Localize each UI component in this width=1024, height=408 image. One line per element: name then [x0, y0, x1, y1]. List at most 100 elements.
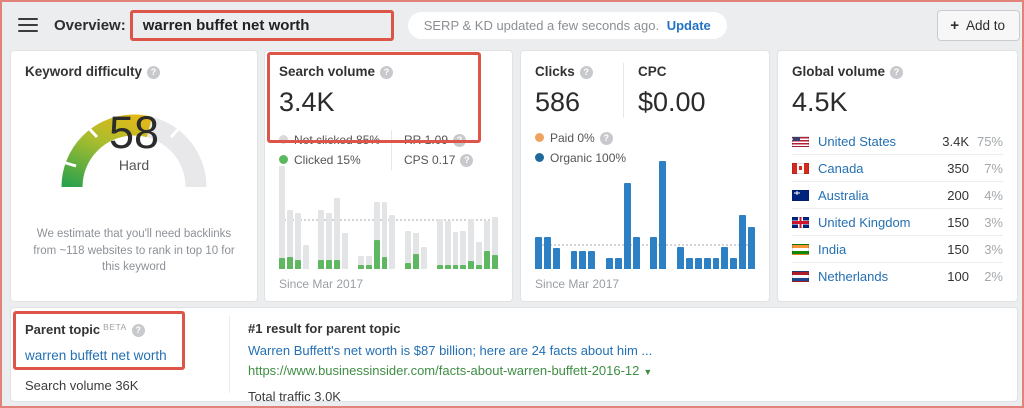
search-volume-chart: [279, 161, 498, 269]
keyword-query[interactable]: warren buffet net worth: [129, 9, 394, 41]
difficulty-level: Hard: [118, 157, 150, 173]
difficulty-gauge: [11, 97, 257, 202]
add-to-button[interactable]: + Add to: [937, 9, 1020, 41]
plus-icon: +: [950, 16, 959, 34]
country-volume: 150: [947, 241, 969, 257]
chart-bar[interactable]: [588, 250, 596, 269]
chart-bar[interactable]: [606, 258, 613, 269]
chart-bar[interactable]: [405, 231, 412, 269]
chart-bar[interactable]: [659, 161, 667, 269]
hamburger-menu-icon[interactable]: [18, 18, 38, 32]
chart-bar[interactable]: [632, 236, 640, 269]
country-volume: 200: [947, 187, 969, 203]
chart-bar[interactable]: [685, 258, 693, 269]
clicks-value: 586: [535, 87, 581, 117]
chart-bar[interactable]: [334, 197, 341, 269]
parent-topic-link[interactable]: warren buffett net worth: [25, 348, 167, 363]
total-traffic: Total traffic 3.0K: [248, 389, 341, 404]
country-percent: 4%: [984, 187, 1003, 203]
search-volume-value: 3.4K: [279, 87, 335, 117]
help-icon[interactable]: ?: [890, 66, 904, 79]
chart-bar[interactable]: [694, 258, 702, 269]
chart-bar[interactable]: [484, 221, 491, 269]
top-result-title-link[interactable]: Warren Buffett's net worth is $87 billio…: [248, 343, 653, 358]
top-result-url: https://www.businessinsider.com/facts-ab…: [248, 363, 653, 378]
ca-flag-icon: [792, 162, 809, 174]
chart-bar[interactable]: [452, 232, 459, 269]
chart-bar[interactable]: [421, 247, 427, 269]
chart-bar[interactable]: [614, 258, 622, 269]
keyword-difficulty-title: Keyword difficulty: [25, 64, 143, 79]
help-icon[interactable]: ?: [380, 66, 394, 79]
chart-bar[interactable]: [413, 233, 420, 269]
organic-dot-icon: [535, 153, 544, 162]
paid-dot-icon: [535, 133, 544, 142]
top-result-column: #1 result for parent topic Warren Buffet…: [230, 308, 1017, 404]
country-link[interactable]: United States: [818, 133, 897, 149]
chart-bar[interactable]: [535, 236, 542, 269]
chart-bar[interactable]: [365, 256, 372, 269]
chart-bar[interactable]: [703, 258, 711, 269]
chart-bar[interactable]: [579, 250, 587, 269]
chart-bar[interactable]: [748, 226, 755, 269]
chart-bar[interactable]: [730, 258, 738, 269]
help-icon[interactable]: ?: [131, 324, 145, 337]
country-link[interactable]: Canada: [818, 160, 864, 176]
top-result-header: #1 result for parent topic: [248, 321, 401, 336]
help-icon[interactable]: ?: [579, 66, 593, 79]
chart-bar[interactable]: [468, 219, 475, 269]
chart-bar[interactable]: [381, 202, 388, 269]
paid-stat: Paid 0%?: [535, 128, 755, 148]
country-volume: 150: [947, 214, 969, 230]
chart-bar[interactable]: [389, 215, 396, 269]
cpc-value: $0.00: [638, 87, 706, 117]
country-link[interactable]: United Kingdom: [818, 214, 911, 230]
chart-bar[interactable]: [318, 209, 325, 269]
chart-bar[interactable]: [623, 182, 631, 269]
clicks-chart: [535, 161, 755, 269]
chart-bar[interactable]: [650, 236, 658, 269]
country-link[interactable]: Netherlands: [818, 269, 889, 284]
chart-bar[interactable]: [373, 202, 380, 269]
help-icon[interactable]: ?: [460, 154, 474, 167]
beta-badge: BETA: [103, 322, 127, 332]
help-icon[interactable]: ?: [147, 66, 161, 79]
chart-bar[interactable]: [357, 256, 364, 269]
help-icon[interactable]: ?: [453, 134, 467, 147]
help-icon[interactable]: ?: [599, 132, 613, 145]
not-clicked-stat: Not clicked 85%: [279, 130, 391, 150]
chart-bar[interactable]: [460, 231, 467, 269]
chart-bar[interactable]: [677, 247, 684, 269]
us-flag-icon: [792, 135, 809, 147]
chart-bar[interactable]: [342, 233, 349, 269]
chart-bar[interactable]: [552, 248, 560, 269]
keyword-difficulty-card: Keyword difficulty?: [10, 50, 258, 302]
parent-topic-card: Parent topic BETA? warren buffett net wor…: [10, 307, 1018, 404]
chart-bar[interactable]: [436, 219, 443, 269]
in-flag-icon: [792, 243, 809, 255]
chart-bar[interactable]: [444, 221, 451, 269]
chart-bar[interactable]: [721, 247, 729, 269]
add-to-label: Add to: [965, 17, 1005, 33]
chart-bar[interactable]: [326, 212, 333, 269]
chart-bar[interactable]: [279, 166, 285, 269]
chart-bar[interactable]: [302, 245, 309, 269]
url-caret-icon[interactable]: ▼: [643, 367, 653, 377]
header-bar: Overview: warren buffet net worth SERP &…: [2, 2, 1022, 48]
chart-bar[interactable]: [492, 217, 498, 269]
country-volume: 100: [947, 269, 969, 284]
gb-flag-icon: [792, 216, 809, 228]
chart-bar[interactable]: [570, 250, 578, 269]
chart-bar[interactable]: [712, 258, 720, 269]
chart-bar[interactable]: [739, 215, 746, 269]
chart-bar[interactable]: [476, 242, 483, 269]
country-row: Australia 200 4%: [792, 182, 1003, 209]
chart-bar[interactable]: [543, 236, 551, 269]
clicks-title: Clicks: [535, 64, 575, 79]
country-link[interactable]: Australia: [818, 187, 869, 203]
country-link[interactable]: India: [818, 241, 847, 257]
chart-bar[interactable]: [286, 209, 293, 269]
update-link[interactable]: Update: [666, 17, 711, 33]
chart-bar[interactable]: [294, 212, 301, 269]
